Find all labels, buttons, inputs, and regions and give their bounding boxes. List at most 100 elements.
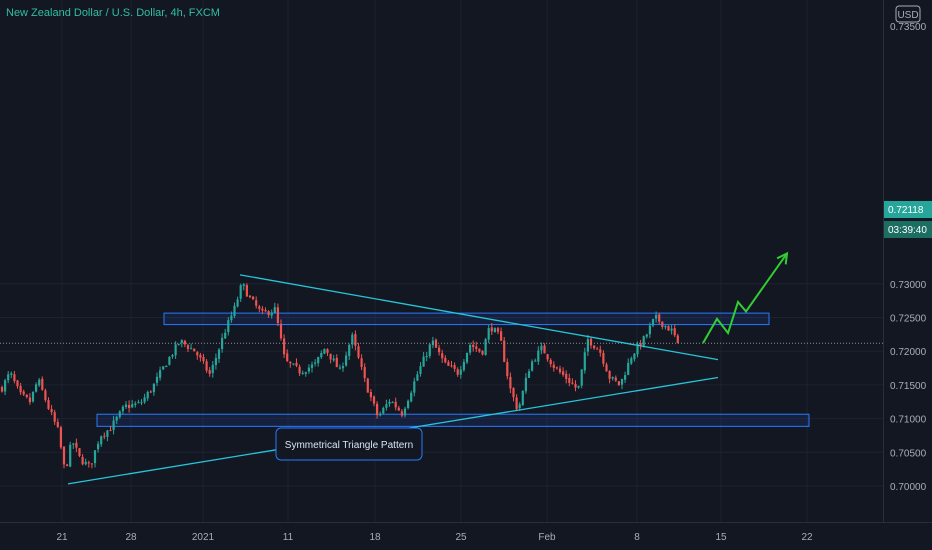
candle-body xyxy=(506,362,509,377)
candle-body xyxy=(586,339,589,352)
candle-body xyxy=(332,358,335,361)
candle-body xyxy=(515,397,518,410)
candle-body xyxy=(633,353,636,360)
candle-body xyxy=(611,377,614,379)
candle-body xyxy=(673,328,676,336)
candle-body xyxy=(16,380,19,387)
candle-body xyxy=(301,372,304,374)
candle-body xyxy=(59,427,62,448)
candle-body xyxy=(487,328,490,340)
candle-body xyxy=(369,391,372,398)
candle-body xyxy=(208,370,211,374)
candle-body xyxy=(425,356,428,358)
candle-body xyxy=(512,387,515,398)
candle-body xyxy=(146,391,149,399)
candle-body xyxy=(366,378,369,393)
candle-body xyxy=(500,331,503,341)
candle-body xyxy=(4,380,7,392)
candle-body xyxy=(651,318,655,326)
candle-body xyxy=(255,300,258,306)
time-tick-label: 22 xyxy=(801,532,813,543)
candle-body xyxy=(267,311,270,316)
projection-arrowhead xyxy=(776,251,789,265)
current-price-tag xyxy=(884,201,932,218)
candle-body xyxy=(596,348,599,350)
candle-body xyxy=(202,357,205,362)
time-tick-label: 2021 xyxy=(192,532,215,543)
candle-body xyxy=(670,328,673,331)
candle-body xyxy=(450,365,453,367)
candle-body xyxy=(546,354,549,360)
candle-body xyxy=(205,361,208,371)
candle-body xyxy=(66,464,69,466)
candle-body xyxy=(25,394,28,398)
candle-body xyxy=(227,320,230,333)
time-axis-labels: 21 28 2021 11 18 25 Feb 8 15 22 xyxy=(56,532,813,543)
price-tick-label: 0.72000 xyxy=(890,347,927,358)
price-tick-label: 0.70500 xyxy=(890,448,927,459)
candle-body xyxy=(509,376,512,389)
pattern-callout-box[interactable] xyxy=(275,427,423,461)
candle-body xyxy=(503,340,506,362)
resistance-zone[interactable] xyxy=(163,312,770,326)
candle-body xyxy=(242,284,245,287)
candle-body xyxy=(183,340,186,345)
time-tick-label: 25 xyxy=(455,532,467,543)
candle-body xyxy=(462,361,465,370)
candle-body xyxy=(199,354,202,358)
candle-body xyxy=(357,346,360,358)
candle-body xyxy=(323,348,326,354)
candle-body xyxy=(35,384,38,392)
candle-body xyxy=(44,390,47,401)
candle-body xyxy=(149,391,152,393)
candle-body xyxy=(168,356,171,365)
candle-body xyxy=(661,321,664,328)
candle-body xyxy=(56,421,59,427)
candle-body xyxy=(372,396,376,404)
candle-body xyxy=(7,374,10,381)
candle-body xyxy=(38,379,41,386)
candle-body xyxy=(447,362,450,366)
candle-body xyxy=(419,366,422,374)
candle-body xyxy=(459,369,462,375)
candle-body xyxy=(81,456,84,465)
projection-path[interactable] xyxy=(702,252,788,344)
candle-body xyxy=(90,463,93,465)
candle-body xyxy=(605,364,608,372)
candle-body xyxy=(397,407,400,411)
candle-body xyxy=(124,404,128,408)
time-tick-label: 18 xyxy=(369,532,381,543)
candle-body xyxy=(78,448,81,456)
candle-body xyxy=(289,361,292,364)
candle-body xyxy=(335,357,338,368)
candle-body xyxy=(667,325,670,331)
candle-body xyxy=(69,444,72,467)
candle-body xyxy=(10,373,13,375)
candle-body xyxy=(351,334,354,345)
candle-body xyxy=(317,357,320,364)
candle-body xyxy=(217,349,221,359)
candle-body xyxy=(134,403,137,405)
candle-body xyxy=(608,371,611,379)
candle-body xyxy=(593,345,596,349)
candle-body xyxy=(273,307,276,313)
candle-body xyxy=(394,401,397,408)
candle-body xyxy=(407,400,410,408)
candle-body xyxy=(410,392,413,402)
candle-body xyxy=(193,348,196,352)
candle-body xyxy=(345,355,348,366)
candle-body xyxy=(400,411,403,416)
candle-body xyxy=(118,411,121,418)
upper-trendline[interactable] xyxy=(239,274,719,361)
candle-body xyxy=(279,323,283,339)
candle-body xyxy=(28,397,31,403)
currency-badge[interactable] xyxy=(895,5,921,23)
candle-body xyxy=(472,344,475,348)
candle-countdown: 03:39:40 xyxy=(888,225,927,236)
candle-body xyxy=(106,430,109,437)
candle-body xyxy=(295,362,298,366)
candle-body xyxy=(307,367,310,372)
candle-body xyxy=(131,404,134,408)
